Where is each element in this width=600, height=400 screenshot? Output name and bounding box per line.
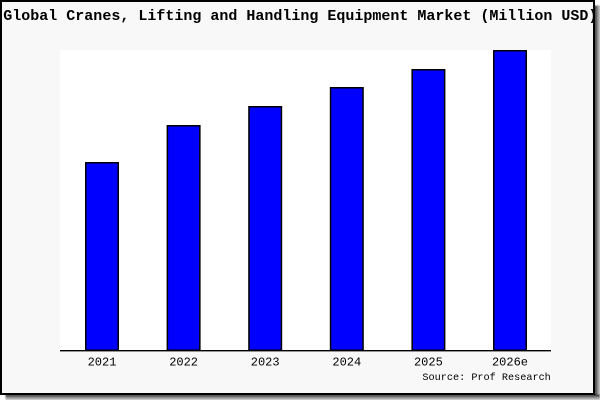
svg-text:Global Cranes, Lifting and Han: Global Cranes, Lifting and Handling Equi… (3, 8, 597, 25)
svg-text:Source: Prof Research: Source: Prof Research (422, 372, 550, 384)
svg-text:2024: 2024 (332, 355, 361, 369)
svg-text:2023: 2023 (251, 355, 280, 369)
svg-text:2022: 2022 (169, 355, 198, 369)
svg-text:2021: 2021 (88, 355, 117, 369)
svg-text:2026e: 2026e (492, 355, 528, 369)
svg-text:2025: 2025 (414, 355, 443, 369)
